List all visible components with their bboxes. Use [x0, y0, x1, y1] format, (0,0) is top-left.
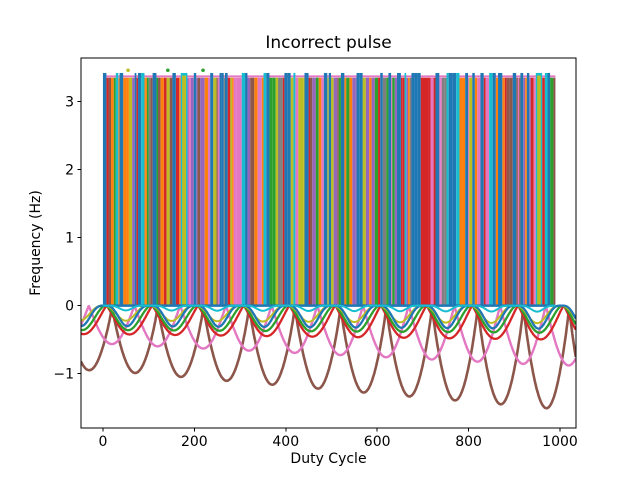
x-tick-label: 200: [181, 434, 208, 450]
y-axis-label: Frequency (Hz): [28, 190, 44, 296]
x-tick-label: 0: [98, 434, 107, 450]
y-tick-label: 1: [65, 231, 74, 247]
x-axis-label: Duty Cycle: [290, 451, 367, 467]
y-tick-label: 0: [65, 299, 74, 315]
x-tick-label: 400: [272, 434, 299, 450]
y-tick-label: 2: [65, 163, 74, 179]
y-tick-label: −1: [53, 367, 74, 383]
scallop-curve-cyan: [102, 304, 556, 313]
x-tick-label: 800: [455, 434, 482, 450]
axis-ticks: 0 200 400 600 800 1000 −1 0 1 2 3: [53, 95, 577, 450]
pulse-band: [102, 72, 556, 306]
stray-dot: [126, 68, 130, 73]
axes-spines: [80, 57, 577, 429]
x-tick-label: 1000: [542, 434, 578, 450]
stray-dot: [166, 68, 170, 73]
scallop-curve-red: [81, 304, 576, 341]
stray-dot: [201, 68, 205, 73]
stray-dots: [126, 68, 205, 73]
scallop-curve-brown: [81, 306, 576, 410]
y-tick-label: 3: [65, 95, 74, 111]
scallop-curve-green: [81, 304, 576, 334]
plot-title: Incorrect pulse: [265, 33, 392, 53]
x-tick-label: 600: [364, 434, 391, 450]
